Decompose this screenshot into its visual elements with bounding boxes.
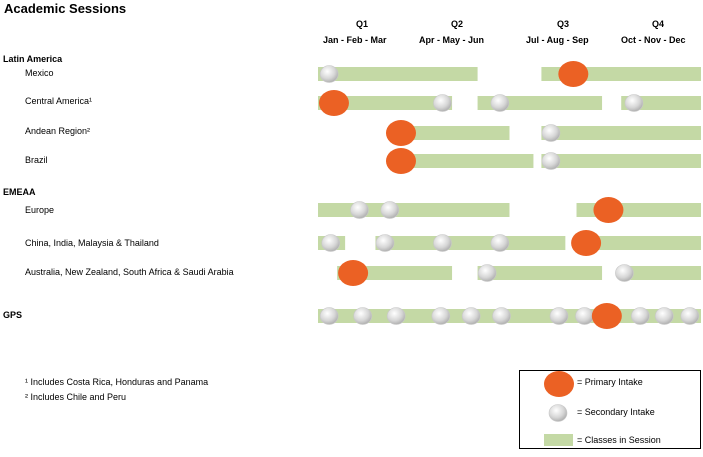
session-bar-g1-r0-0 <box>318 203 510 217</box>
secondary-intake-g2-r0-10 <box>680 307 700 325</box>
primary-intake-g1-r2-0 <box>338 260 369 286</box>
secondary-intake-g2-r0-2 <box>386 307 406 325</box>
session-bar-g0-r1-0 <box>318 96 453 110</box>
primary-intake-g1-r0-0 <box>593 197 624 223</box>
row-label-central-america: Central America¹ <box>25 96 93 106</box>
legend-secondary-symbol <box>548 404 568 422</box>
legend <box>519 370 701 449</box>
secondary-intake-g1-r2-0 <box>477 264 497 282</box>
quarter-label-q2: Q2 <box>450 19 463 29</box>
quarter-label-q1: Q1 <box>355 19 368 29</box>
session-bar-g0-r3-0 <box>388 154 534 168</box>
session-bar-g1-r1-2 <box>573 236 701 250</box>
secondary-intake-g0-r1-1 <box>490 94 510 112</box>
session-bar-g0-r2-0 <box>388 126 510 140</box>
secondary-intake-g1-r1-1 <box>375 234 395 252</box>
secondary-intake-g2-r0-9 <box>654 307 674 325</box>
row-label-andean-region: Andean Region² <box>25 126 91 136</box>
session-bar-g0-r2-1 <box>541 126 701 140</box>
secondary-intake-g2-r0-4 <box>461 307 481 325</box>
legend-label-session: = Classes in Session <box>577 435 661 445</box>
primary-intake-g0-r0-0 <box>558 61 589 87</box>
session-bar-g0-r0-0 <box>318 67 478 81</box>
secondary-intake-g0-r3-0 <box>541 152 561 170</box>
primary-intake-g0-r2-0 <box>385 120 416 146</box>
footnote-2: ² Includes Chile and Peru <box>25 392 127 402</box>
secondary-intake-g2-r0-8 <box>631 307 650 325</box>
footnote-1: ¹ Includes Costa Rica, Honduras and Pana… <box>25 377 209 387</box>
primary-intake-g2-r0-0 <box>591 303 622 329</box>
session-bar-g1-r1-1 <box>375 236 566 250</box>
month-label-q3: Jul - Aug - Sep <box>526 35 589 45</box>
session-bar-g1-r2-1 <box>477 266 603 280</box>
month-label-q1: Jan - Feb - Mar <box>323 35 387 45</box>
chart-title: Academic Sessions <box>4 1 127 16</box>
secondary-intake-g0-r1-0 <box>433 94 452 112</box>
group-label-emeaa: EMEAA <box>3 187 36 197</box>
secondary-intake-g1-r2-1 <box>615 264 634 282</box>
row-label-china-india: China, India, Malaysia & Thailand <box>25 238 159 248</box>
secondary-intake-g2-r0-5 <box>492 307 511 325</box>
row-label-brazil: Brazil <box>25 155 48 165</box>
secondary-intake-g2-r0-6 <box>549 307 569 325</box>
secondary-intake-g1-r1-3 <box>490 234 510 252</box>
quarter-label-q3: Q3 <box>556 19 569 29</box>
secondary-intake-g0-r2-0 <box>541 124 561 142</box>
month-label-q2: Apr - May - Jun <box>419 35 485 45</box>
legend-primary-symbol <box>544 371 574 397</box>
month-label-q4: Oct - Nov - Dec <box>621 35 686 45</box>
primary-intake-g0-r1-0 <box>318 90 349 116</box>
secondary-intake-g2-r0-1 <box>353 307 372 325</box>
row-label-europe: Europe <box>25 205 55 215</box>
secondary-intake-g2-r0-7 <box>575 307 594 325</box>
group-label-gps: GPS <box>3 310 23 320</box>
row-label-australia: Australia, New Zealand, South Africa & S… <box>25 267 234 277</box>
secondary-intake-g1-r0-0 <box>350 201 369 219</box>
secondary-intake-g0-r1-2 <box>624 94 644 112</box>
secondary-intake-g2-r0-0 <box>319 307 339 325</box>
session-bar-g0-r3-1 <box>541 154 701 168</box>
primary-intake-g1-r1-0 <box>571 230 602 256</box>
secondary-intake-g1-r1-0 <box>321 234 341 252</box>
session-bar-g0-r1-1 <box>477 96 603 110</box>
legend-label-secondary: = Secondary Intake <box>577 407 655 417</box>
primary-intake-g0-r3-0 <box>385 148 416 174</box>
row-label-mexico: Mexico <box>25 68 54 78</box>
secondary-intake-g2-r0-3 <box>431 307 451 325</box>
session-bar-g1-r2-2 <box>621 266 701 280</box>
secondary-intake-g0-r0-0 <box>319 65 339 83</box>
secondary-intake-g1-r1-2 <box>433 234 452 252</box>
legend-session-symbol <box>544 434 573 446</box>
quarter-label-q4: Q4 <box>651 19 664 29</box>
legend-label-primary: = Primary Intake <box>577 377 643 387</box>
group-label-latin-america: Latin America <box>3 54 63 64</box>
secondary-intake-g1-r0-1 <box>380 201 400 219</box>
